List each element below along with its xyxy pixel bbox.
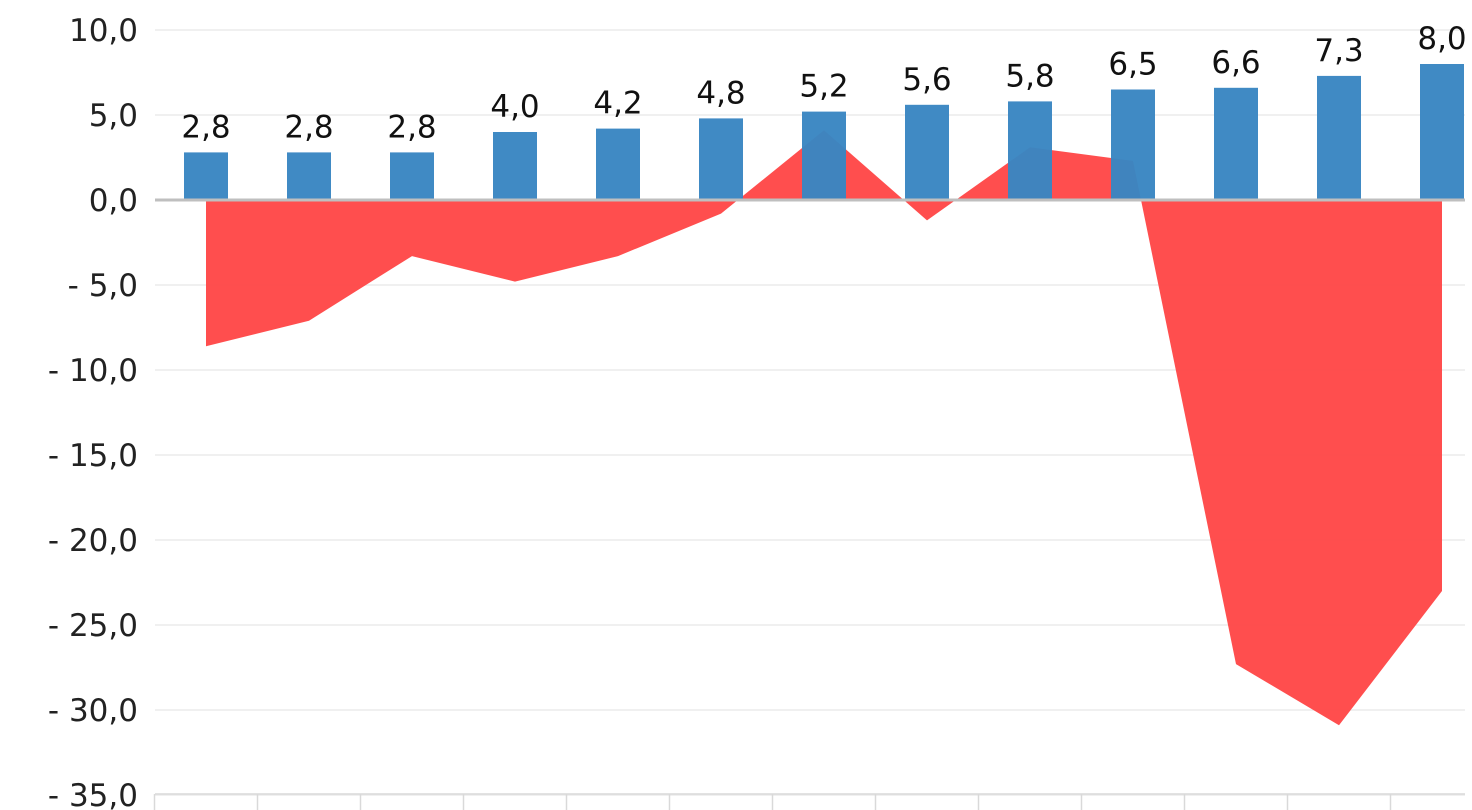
data-label: 6,6 (1211, 45, 1260, 81)
data-label: 5,2 (799, 69, 848, 105)
bar-series (184, 64, 1464, 200)
bar (1008, 101, 1052, 200)
data-labels: 2,8 2,8 2,8 4,0 4,2 4,8 5,2 5,6 5,8 6,5 6,6 7,3 8,0 (181, 21, 1466, 145)
y-axis-labels: 10,0 5,0 0,0 - 5,0 - 10,0 - 15,0 - 20,0 - 25,0 -… (48, 13, 138, 810)
data-label: 6,5 (1108, 47, 1157, 83)
y-tick-label: - 10,0 (48, 353, 138, 389)
data-label: 4,0 (490, 89, 539, 125)
bar (390, 152, 434, 200)
bar (184, 152, 228, 200)
gridlines (155, 29, 1465, 796)
data-label: 5,8 (1005, 58, 1054, 94)
bar (287, 152, 331, 200)
bar (699, 118, 743, 200)
bar (493, 132, 537, 200)
y-tick-label: - 35,0 (48, 778, 138, 810)
bar (802, 111, 846, 200)
data-label: 7,3 (1314, 33, 1363, 69)
data-label: 4,8 (696, 75, 745, 111)
bar (1420, 64, 1464, 200)
y-tick-label: - 15,0 (48, 438, 138, 474)
y-tick-label: - 25,0 (48, 608, 138, 644)
bar (1111, 89, 1155, 200)
data-label: 4,2 (593, 86, 642, 122)
data-label: 2,8 (387, 109, 436, 145)
bar (1317, 75, 1361, 200)
y-tick-label: 0,0 (89, 183, 138, 219)
data-label: 2,8 (284, 109, 333, 145)
y-tick-label: - 20,0 (48, 523, 138, 559)
y-tick-label: - 5,0 (68, 268, 138, 304)
area-fill (206, 130, 1442, 726)
y-tick-label: - 30,0 (48, 693, 138, 729)
bar (1214, 87, 1258, 200)
y-tick-label: 10,0 (69, 13, 138, 49)
bar (596, 128, 640, 200)
data-label: 2,8 (181, 109, 230, 145)
bar (905, 104, 949, 200)
data-label: 8,0 (1417, 21, 1466, 57)
data-label: 5,6 (902, 62, 951, 98)
area-series (206, 130, 1442, 726)
x-axis (153, 198, 1465, 810)
y-tick-label: 5,0 (89, 98, 138, 134)
